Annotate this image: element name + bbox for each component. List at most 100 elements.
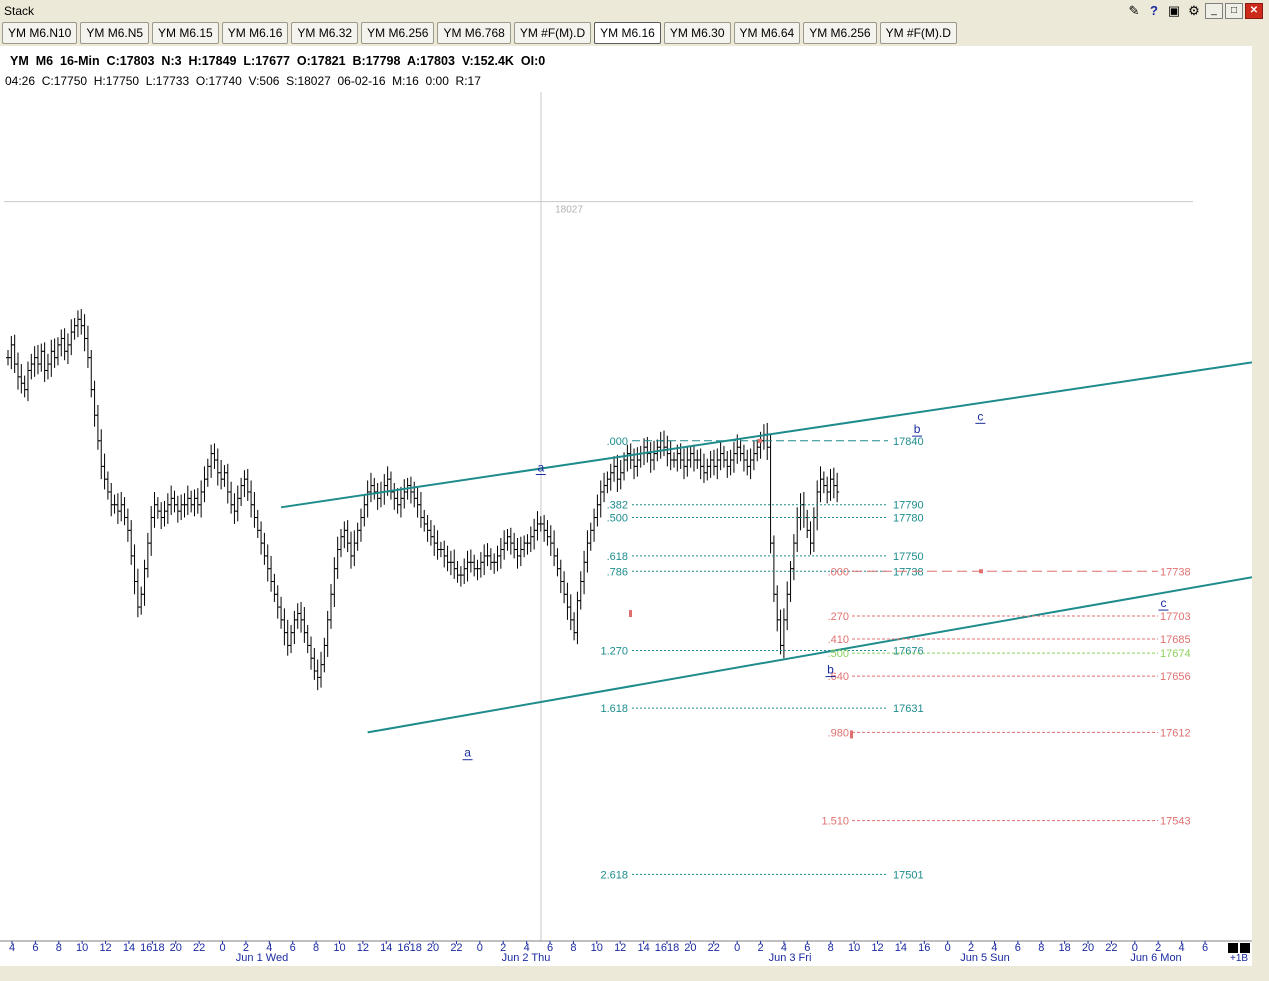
help-icon[interactable]: ? [1150,3,1158,18]
wave-label: c [1161,596,1167,610]
tab-ym-m6-n5[interactable]: YM M6.N5 [80,22,150,44]
x-tick-label: 4 [1179,942,1185,954]
x-tick-label: 10 [848,942,860,954]
corner-square-icon[interactable] [1240,943,1250,953]
fib-price-label: 17750 [893,551,924,563]
close-button[interactable]: ✕ [1245,3,1263,19]
fib-red-price-label: 17685 [1160,634,1191,646]
x-tick-label: 12 [357,942,369,954]
x-tick-label: 14 [380,942,392,954]
x-tick-label: 6 [547,942,553,954]
x-tick-label: 2 [968,942,974,954]
fib-ratio-label: 2.618 [600,869,628,881]
tab-ym-m6-256[interactable]: YM M6.256 [361,22,435,44]
x-tick-label: 1618 [397,942,421,954]
x-tick-label: 14 [637,942,649,954]
fib-ratio-label: .786 [607,566,628,578]
tab-ym-m6-256[interactable]: YM M6.256 [803,22,877,44]
notepad-icon[interactable]: ✎ [1128,3,1140,18]
right-scroll-strip[interactable] [1252,46,1269,981]
camera-icon[interactable]: ▣ [1167,3,1181,18]
x-tick-label: 0 [477,942,483,954]
restore-button[interactable]: □ [1225,3,1243,19]
x-tick-label: 6 [290,942,296,954]
x-tick-label: 4 [266,942,272,954]
x-tick-label: 10 [333,942,345,954]
price-chart[interactable]: 18027 .000 17840 .382 17790 .500 17780 .618 1775… [0,0,1252,966]
marker [629,610,632,618]
x-tick-label: 0 [945,942,951,954]
fib-ratio-label: 1.618 [600,703,628,715]
x-tick-label: 22 [193,942,205,954]
x-tick-label: 0 [1132,942,1138,954]
x-tick-label: 1618 [655,942,679,954]
corner-square-icon[interactable] [1228,943,1238,953]
x-tick-label: 22 [1105,942,1117,954]
x-tick-label: 10 [591,942,603,954]
wave-label: c [977,409,983,423]
x-tick-label: 4 [781,942,787,954]
fib-price-label: 17738 [893,566,924,578]
window-controls: ✎ ? ▣ ⚙ _ □ ✕ [1125,3,1263,19]
session-line-label: 18027 [555,205,583,216]
fib-red-ratio-label: .640 [828,671,849,683]
fib-red-price-label: 17656 [1160,671,1191,683]
tab-ym-m6-30[interactable]: YM M6.30 [663,22,731,44]
fib-ratio-label: .618 [607,551,628,563]
x-tick-label: 0 [734,942,740,954]
fib-ratio-label: .500 [607,513,628,525]
x-tick-label: 8 [1038,942,1044,954]
x-tick-label: 18 [1059,942,1071,954]
fib-ratio-label: .382 [607,500,628,512]
marker [758,438,762,443]
x-tick-label: 20 [427,942,439,954]
tab-ym-m6-32[interactable]: YM M6.32 [291,22,359,44]
tab-ym-m6-16[interactable]: YM M6.16 [221,22,289,44]
x-tick-label: 20 [1082,942,1094,954]
tab-ym-m6-n10[interactable]: YM M6.N10 [2,22,78,44]
x-tick-label: 20 [170,942,182,954]
fib-red-price-label: 17738 [1160,566,1191,578]
x-date-label: Jun 2 Thu [502,952,551,964]
x-tick-label: 22 [450,942,462,954]
minimize-button[interactable]: _ [1205,3,1223,19]
fib-red-ratio-label: .410 [828,634,849,646]
x-tick-label: 10 [76,942,88,954]
x-tick-label: 12 [99,942,111,954]
fib-red-ratio-label: .500 [828,648,849,660]
fib-red-ratio-label: .980 [828,727,849,739]
tab-ym-m6-768[interactable]: YM M6.768 [437,22,511,44]
fib-price-label: 17780 [893,513,924,525]
x-tick-label: 2 [243,942,249,954]
wave-label: a [464,746,471,760]
channel-lower-line [367,576,1252,734]
wave-label: b [914,422,921,436]
x-tick-label: 2 [500,942,506,954]
fib-red-ratio-label: .000 [828,566,849,578]
title-bar: Stack ✎ ? ▣ ⚙ _ □ ✕ [0,0,1269,20]
chart-area[interactable] [0,46,1252,966]
x-tick-label: 6 [1202,942,1208,954]
x-tick-label: 4 [991,942,997,954]
tab-ym-m6-16[interactable]: YM M6.16 [594,22,661,44]
x-tick-label: 6 [804,942,810,954]
wave-label: a [537,460,544,474]
channel-upper-line [280,361,1252,509]
x-tick-label: 16 [918,942,930,954]
bar-info-header: 04:26 C:17750 H:17750 L:17733 O:17740 V:… [5,74,481,88]
x-tick-label: 8 [313,942,319,954]
x-tick-label: 8 [828,942,834,954]
window-title: Stack [4,4,35,18]
tools-icon[interactable]: ⚙ [1188,3,1200,18]
fib-price-label: 17501 [893,869,924,881]
x-tick-label: 0 [219,942,225,954]
tab-ym-m6-64[interactable]: YM M6.64 [733,22,801,44]
tab-ym-f-m-d[interactable]: YM #F(M).D [879,22,957,44]
tab-ym-f-m-d[interactable]: YM #F(M).D [513,22,592,44]
tab-ym-m6-15[interactable]: YM M6.15 [152,22,219,44]
fib-price-label: 17840 [893,436,924,448]
x-tick-label: 8 [570,942,576,954]
fib-ratio-label: 1.270 [600,646,628,658]
x-tick-label: 2 [1155,942,1161,954]
marker [979,569,983,574]
